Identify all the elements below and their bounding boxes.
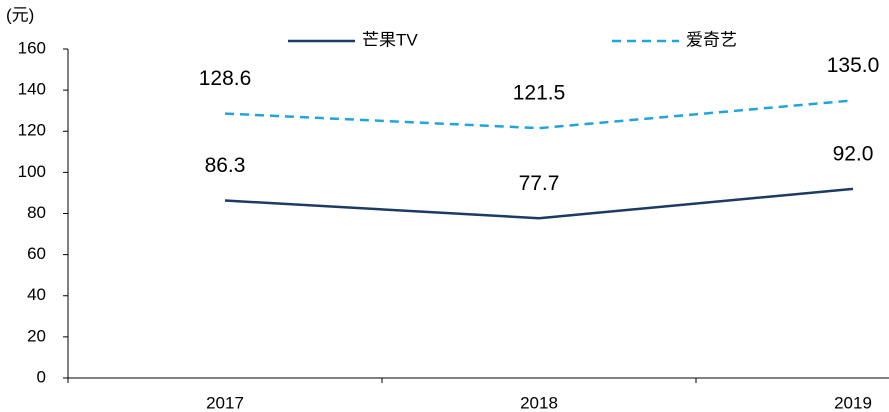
data-label: 92.0 <box>833 142 874 165</box>
data-label: 128.6 <box>199 67 252 90</box>
y-axis-label: (元) <box>6 5 34 24</box>
legend-label: 爱奇艺 <box>686 30 737 49</box>
y-tick-label: 80 <box>27 203 46 222</box>
x-tick-label: 2017 <box>206 393 244 412</box>
data-label: 77.7 <box>519 172 560 195</box>
y-tick-label: 40 <box>27 285 46 304</box>
y-tick-label: 60 <box>27 244 46 263</box>
data-label: 121.5 <box>513 82 566 105</box>
data-label: 135.0 <box>827 54 880 77</box>
x-tick-label: 2019 <box>834 393 872 412</box>
y-tick-label: 100 <box>18 162 46 181</box>
data-label: 86.3 <box>205 154 246 177</box>
legend-label: 芒果TV <box>362 30 418 49</box>
data-line <box>224 187 854 220</box>
y-tick-label: 120 <box>18 121 46 140</box>
y-tick-label: 160 <box>18 38 46 57</box>
y-tick-label: 20 <box>27 326 46 345</box>
y-tick-label: 0 <box>37 367 46 386</box>
y-tick-label: 140 <box>18 80 46 99</box>
x-tick-label: 2018 <box>520 393 558 412</box>
